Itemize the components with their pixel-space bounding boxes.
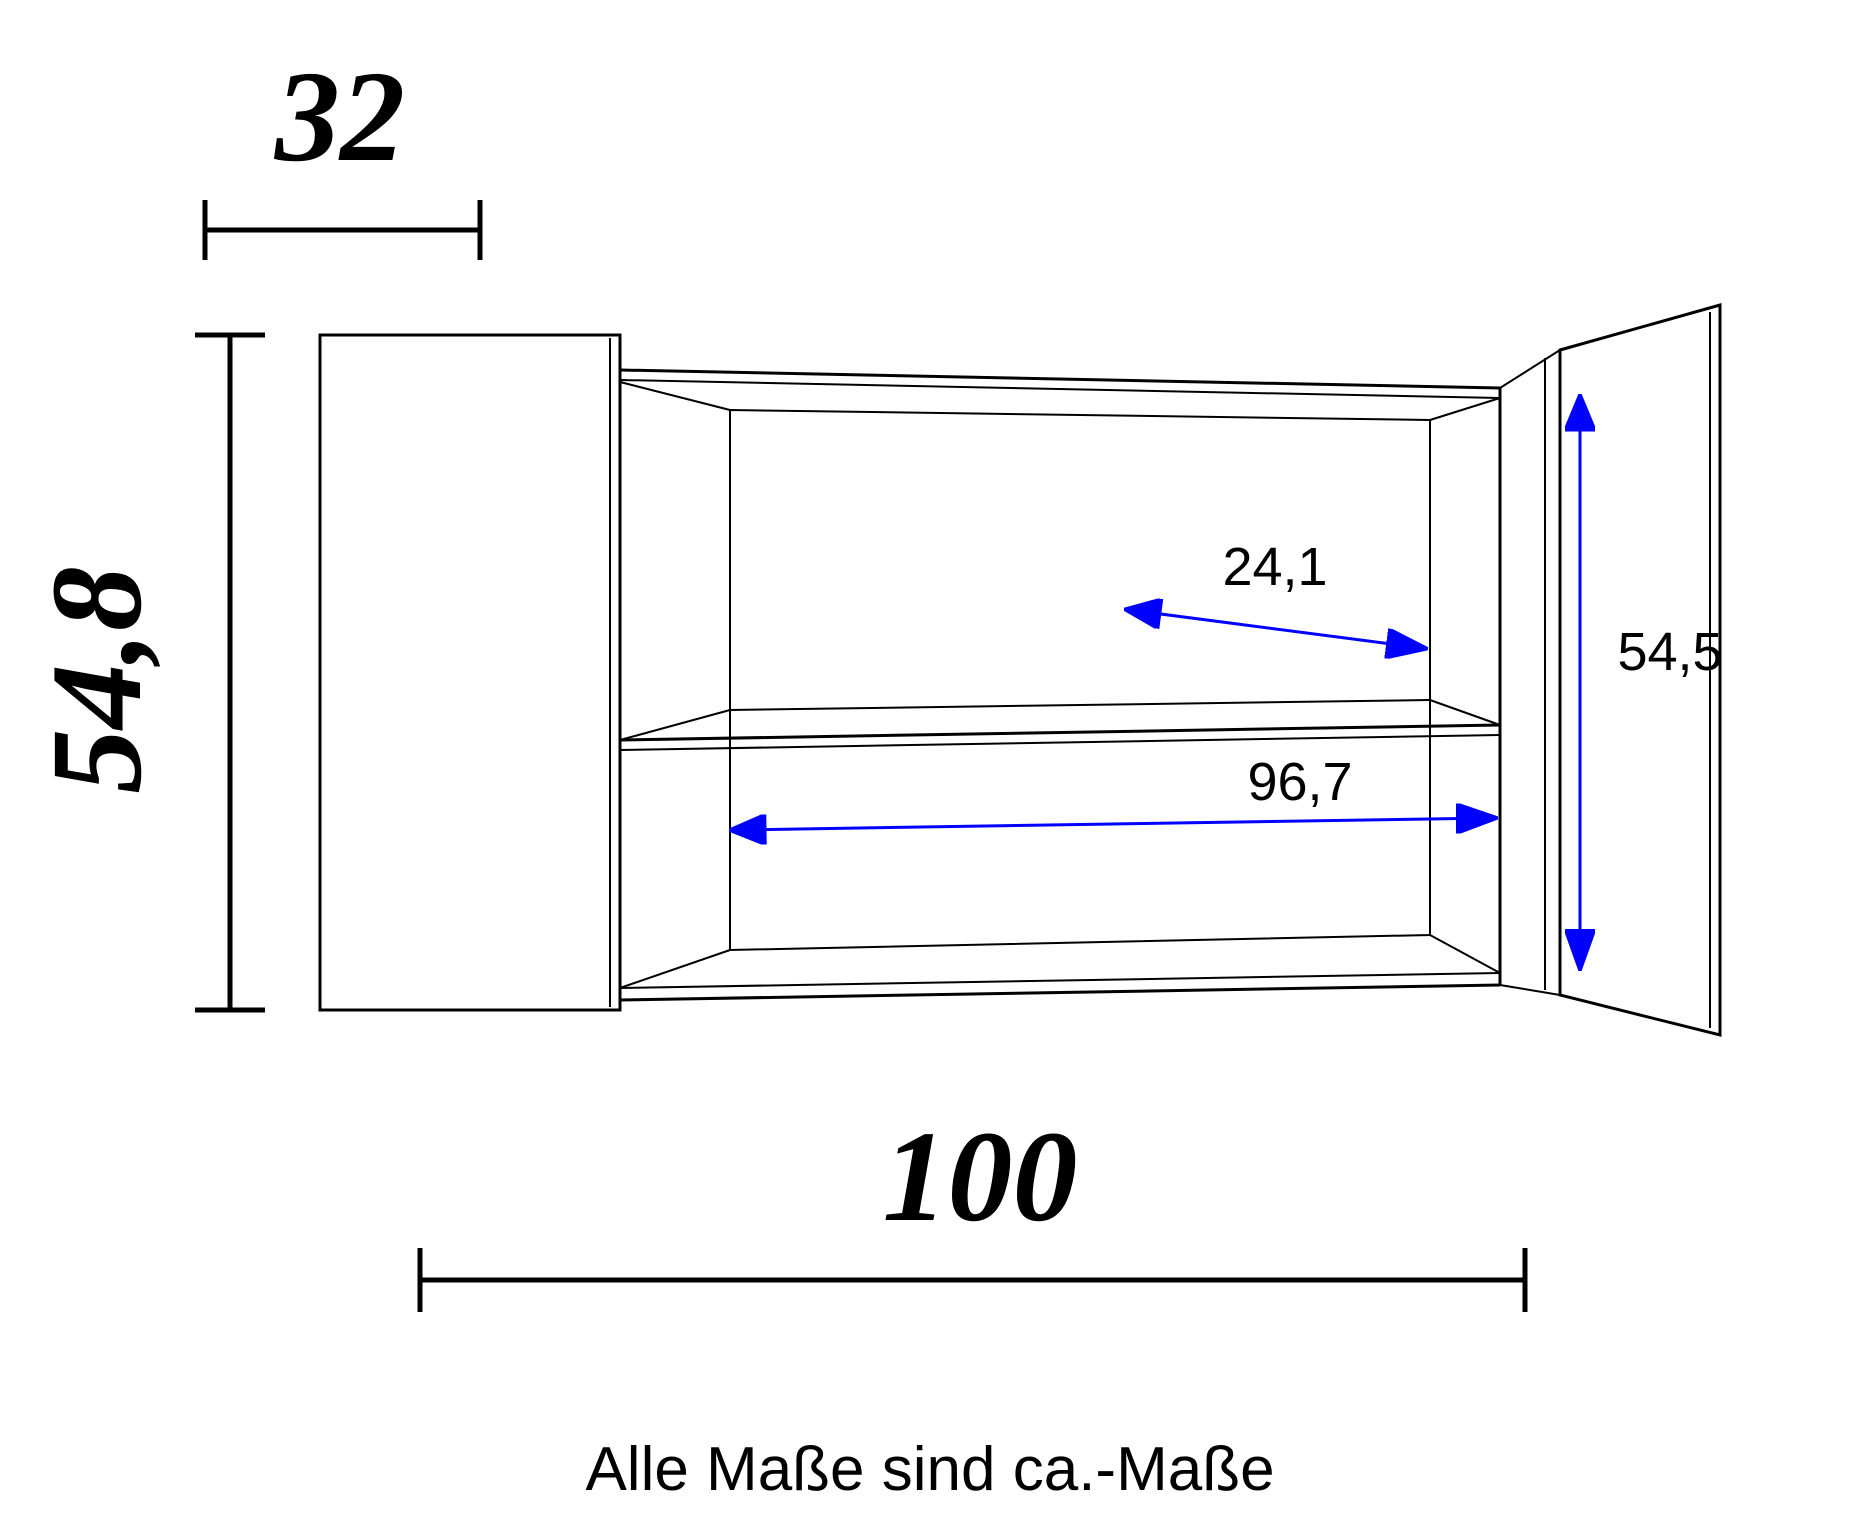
- dim-width: [420, 1248, 1525, 1312]
- technical-drawing: 32 54,8 100 24,1 96,7 54,5 Alle Maße sin…: [0, 0, 1849, 1537]
- caption: Alle Maße sind ca.-Maße: [585, 1435, 1274, 1504]
- label-width: 100: [883, 1105, 1078, 1249]
- label-inner-depth: 24,1: [1222, 537, 1327, 597]
- label-depth: 32: [273, 45, 405, 189]
- label-inner-width: 96,7: [1247, 752, 1352, 812]
- dim-depth: [205, 200, 480, 260]
- cabinet-body: [320, 305, 1720, 1035]
- cabinet-interior: [620, 370, 1500, 1000]
- left-door: [320, 335, 620, 1010]
- dim-height: [195, 335, 265, 1010]
- label-height: 54,8: [25, 566, 169, 794]
- label-inner-height: 54,5: [1617, 622, 1722, 682]
